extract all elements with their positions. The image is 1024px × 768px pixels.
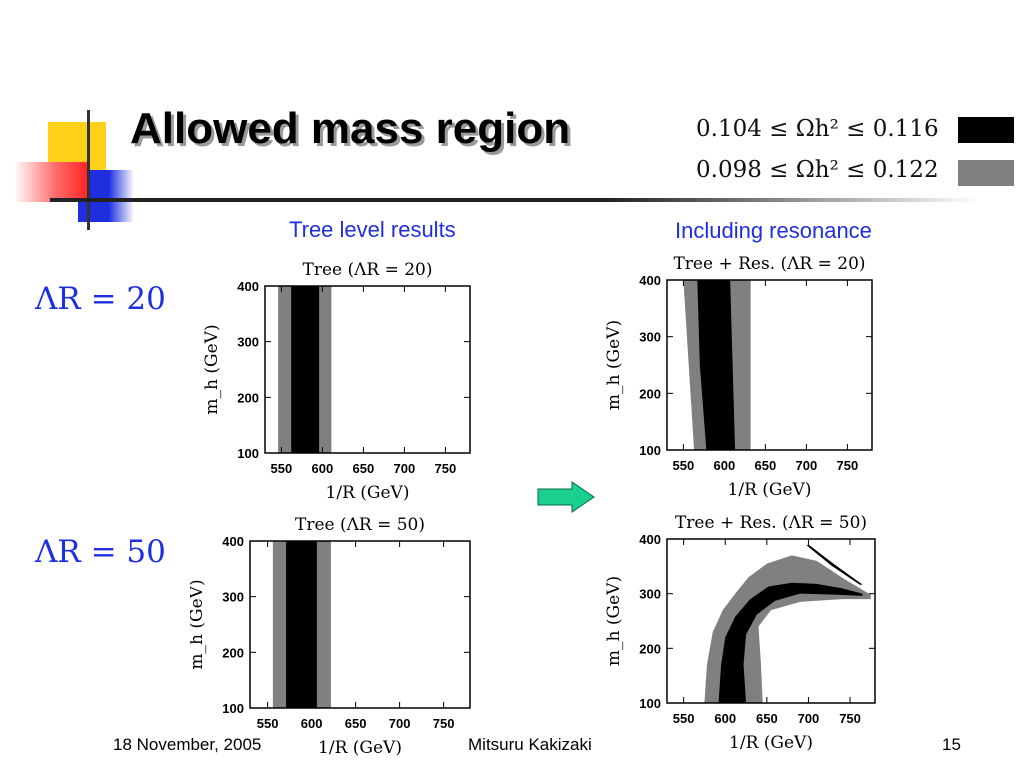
- x-tick-label: 600: [714, 458, 736, 473]
- legend-label-narrow: 0.104 ≤ Ωh² ≤ 0.116: [696, 116, 939, 142]
- x-tick-label: 750: [839, 711, 861, 726]
- y-tick-label: 300: [222, 590, 244, 605]
- plot-frame: [666, 279, 873, 451]
- x-axis-label: 1/R (GeV): [729, 733, 813, 753]
- x-tick-label: 700: [394, 461, 416, 476]
- x-tick-label: 600: [301, 716, 323, 731]
- y-tick-label: 400: [222, 534, 244, 549]
- x-tick-label: 650: [755, 458, 777, 473]
- y-tick-label: 300: [639, 587, 661, 602]
- y-tick-label: 200: [639, 641, 661, 656]
- legend-swatch-black: [958, 117, 1014, 143]
- plot-frame: [264, 285, 471, 454]
- y-axis-label: m_h (GeV): [604, 320, 624, 410]
- x-tick-label: 700: [389, 716, 411, 731]
- footer-author: Mitsuru Kakizaki: [468, 735, 592, 754]
- y-tick-label: 400: [639, 532, 661, 547]
- y-tick-label: 100: [222, 701, 244, 716]
- y-tick-label: 100: [237, 446, 259, 461]
- region-black-1: [291, 286, 320, 453]
- chart-title: Tree + Res. (ΛR = 50): [675, 513, 867, 533]
- chart-resonance-lambda-50: 100 200 300 400 550 600 650 700 750 Tree + Res. (…: [604, 513, 876, 753]
- y-tick-label: 100: [639, 443, 661, 458]
- right-arrow-icon: [537, 481, 595, 513]
- y-tick-label: 400: [639, 273, 661, 288]
- column-header-resonance: Including resonance: [675, 218, 872, 243]
- footer-date: 18 November, 2005: [113, 735, 262, 754]
- accent-vertical-line: [87, 110, 90, 230]
- y-tick-label: 300: [639, 330, 661, 345]
- x-tick-label: 550: [673, 458, 695, 473]
- accent-red-square: [14, 162, 90, 202]
- legend-label-wide: 0.098 ≤ Ωh² ≤ 0.122: [696, 157, 939, 183]
- y-axis-label: m_h (GeV): [202, 324, 222, 414]
- y-tick-label: 200: [639, 386, 661, 401]
- x-tick-label: 600: [714, 711, 736, 726]
- row-label-lambda-20: ΛR = 20: [35, 281, 166, 317]
- column-header-tree: Tree level results: [289, 217, 456, 242]
- y-tick-label: 100: [639, 696, 661, 711]
- y-tick-label: 300: [237, 335, 259, 350]
- x-tick-label: 550: [257, 716, 279, 731]
- x-tick-label: 550: [271, 461, 293, 476]
- x-tick-label: 700: [796, 458, 818, 473]
- x-axis-label: 1/R (GeV): [318, 738, 402, 758]
- x-tick-label: 650: [353, 461, 375, 476]
- title-underline: [50, 198, 980, 202]
- y-tick-label: 200: [222, 645, 244, 660]
- chart-title: Tree + Res. (ΛR = 20): [673, 254, 865, 274]
- chart-title: Tree (ΛR = 20): [302, 260, 432, 280]
- x-tick-label: 700: [798, 711, 820, 726]
- x-tick-label: 600: [312, 461, 334, 476]
- y-axis-label: m_h (GeV): [190, 579, 207, 669]
- region-black-1: [286, 541, 317, 708]
- x-tick-label: 750: [433, 716, 455, 731]
- region-black-1: [697, 280, 736, 450]
- plot-frame: [666, 538, 876, 704]
- y-tick-label: 200: [237, 390, 259, 405]
- x-axis-label: 1/R (GeV): [326, 483, 410, 503]
- chart-tree-lambda-50: 100 200 300 400 550 600 650 700 750 Tree (ΛR = 50…: [190, 515, 471, 758]
- x-tick-label: 750: [435, 461, 457, 476]
- region-black-1: [718, 582, 863, 703]
- chart-resonance-lambda-20: 100 200 300 400 550 600 650 700 750 Tree + Res. (…: [604, 254, 873, 500]
- row-label-lambda-50: ΛR = 50: [35, 534, 166, 570]
- x-tick-label: 550: [673, 711, 695, 726]
- y-tick-label: 400: [237, 279, 259, 294]
- slide-title: Allowed mass region: [130, 104, 571, 153]
- x-axis-label: 1/R (GeV): [728, 480, 812, 500]
- y-axis-label: m_h (GeV): [604, 576, 624, 666]
- chart-tree-lambda-20: 100 200 300 400 550 600 650 700 750 Tree (ΛR = 20…: [202, 260, 471, 503]
- x-tick-label: 650: [756, 711, 778, 726]
- x-tick-label: 750: [837, 458, 859, 473]
- footer-page-number: 15: [942, 735, 961, 754]
- x-tick-label: 650: [345, 716, 367, 731]
- region-black-2: [806, 544, 863, 585]
- plot-frame: [249, 540, 471, 709]
- chart-title: Tree (ΛR = 50): [295, 515, 425, 535]
- legend-swatch-gray: [958, 160, 1014, 186]
